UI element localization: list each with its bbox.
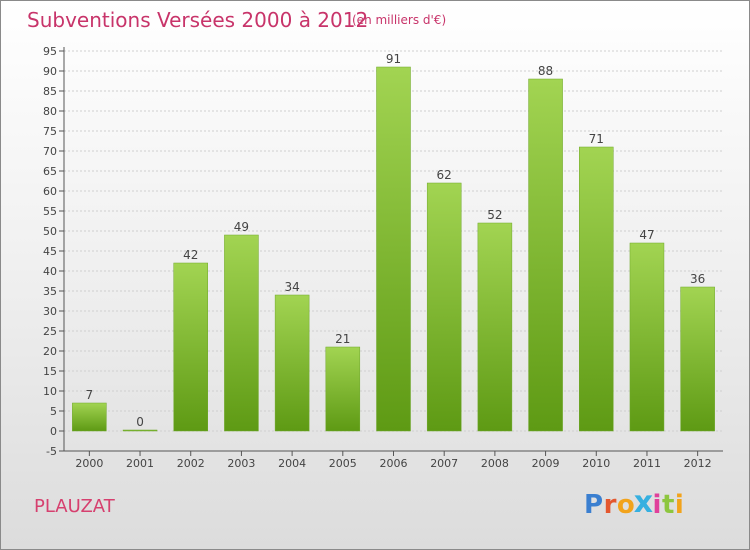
y-tick-label: 45 [43, 245, 57, 258]
logo-letter: x [633, 485, 654, 521]
y-tick-label: 85 [43, 85, 57, 98]
y-tick-label: 50 [43, 225, 57, 238]
chart-unit: (en milliers d'€) [352, 13, 447, 27]
y-tick-label: 5 [50, 405, 57, 418]
y-tick-label: 20 [43, 345, 57, 358]
logo-letter: i [652, 490, 662, 520]
x-tick-label: 2011 [633, 457, 661, 470]
data-label: 0 [136, 415, 144, 429]
bar [629, 242, 665, 432]
x-tick-label: 2001 [126, 457, 154, 470]
y-tick-label: 40 [43, 265, 57, 278]
logo-letter: o [616, 490, 636, 520]
y-tick-label: 60 [43, 185, 57, 198]
data-label: 34 [284, 280, 299, 294]
data-label: 91 [386, 52, 401, 66]
logo-letter: t [661, 490, 675, 520]
data-label: 71 [589, 132, 604, 146]
logo-letter: P [584, 490, 604, 520]
x-tick-label: 2002 [177, 457, 205, 470]
y-tick-label: 25 [43, 325, 57, 338]
bar [325, 346, 361, 432]
data-label: 36 [690, 272, 705, 286]
bar [274, 294, 310, 432]
x-tick-label: 2006 [380, 457, 408, 470]
data-label: 49 [234, 220, 249, 234]
y-tick-label: 10 [43, 385, 57, 398]
logo-letter: r [603, 490, 617, 520]
bar [579, 146, 614, 432]
bar [224, 234, 259, 432]
y-tick-label: 95 [43, 45, 57, 58]
y-tick-label: 70 [43, 145, 57, 158]
proxiti-logo: Proxiti [584, 486, 685, 521]
x-tick-label: 2008 [481, 457, 509, 470]
data-label: 88 [538, 64, 553, 78]
y-tick-label: 65 [43, 165, 57, 178]
data-label: 21 [335, 332, 350, 346]
bar [426, 182, 462, 432]
bar [173, 262, 208, 432]
y-tick-label: 0 [50, 425, 57, 438]
data-label: 47 [639, 228, 654, 242]
logo-letter: i [674, 490, 685, 520]
data-label: 42 [183, 248, 198, 262]
x-tick-label: 2004 [278, 457, 306, 470]
y-tick-label: 30 [43, 305, 57, 318]
x-tick-label: 2007 [430, 457, 458, 470]
bar [376, 66, 411, 432]
x-tick-label: 2010 [582, 457, 610, 470]
x-tick-label: 2005 [329, 457, 357, 470]
commune-name: PLAUZAT [34, 496, 115, 517]
data-label: 52 [487, 208, 502, 222]
x-tick-label: 2003 [227, 457, 255, 470]
bar [680, 286, 715, 432]
chart-title: Subventions Versées 2000 à 2012 [27, 8, 369, 32]
y-tick-label: -5 [46, 445, 57, 458]
y-tick-label: 80 [43, 105, 57, 118]
bar [528, 78, 563, 432]
bar [72, 402, 107, 432]
bar [477, 222, 513, 432]
data-label: 7 [86, 388, 94, 402]
y-tick-label: 15 [43, 365, 57, 378]
y-tick-label: 90 [43, 65, 57, 78]
x-tick-label: 2009 [532, 457, 560, 470]
data-label: 62 [437, 168, 452, 182]
y-tick-label: 75 [43, 125, 57, 138]
bar [122, 429, 158, 432]
x-tick-label: 2012 [684, 457, 712, 470]
x-tick-label: 2000 [75, 457, 103, 470]
y-tick-label: 35 [43, 285, 57, 298]
y-tick-label: 55 [43, 205, 57, 218]
